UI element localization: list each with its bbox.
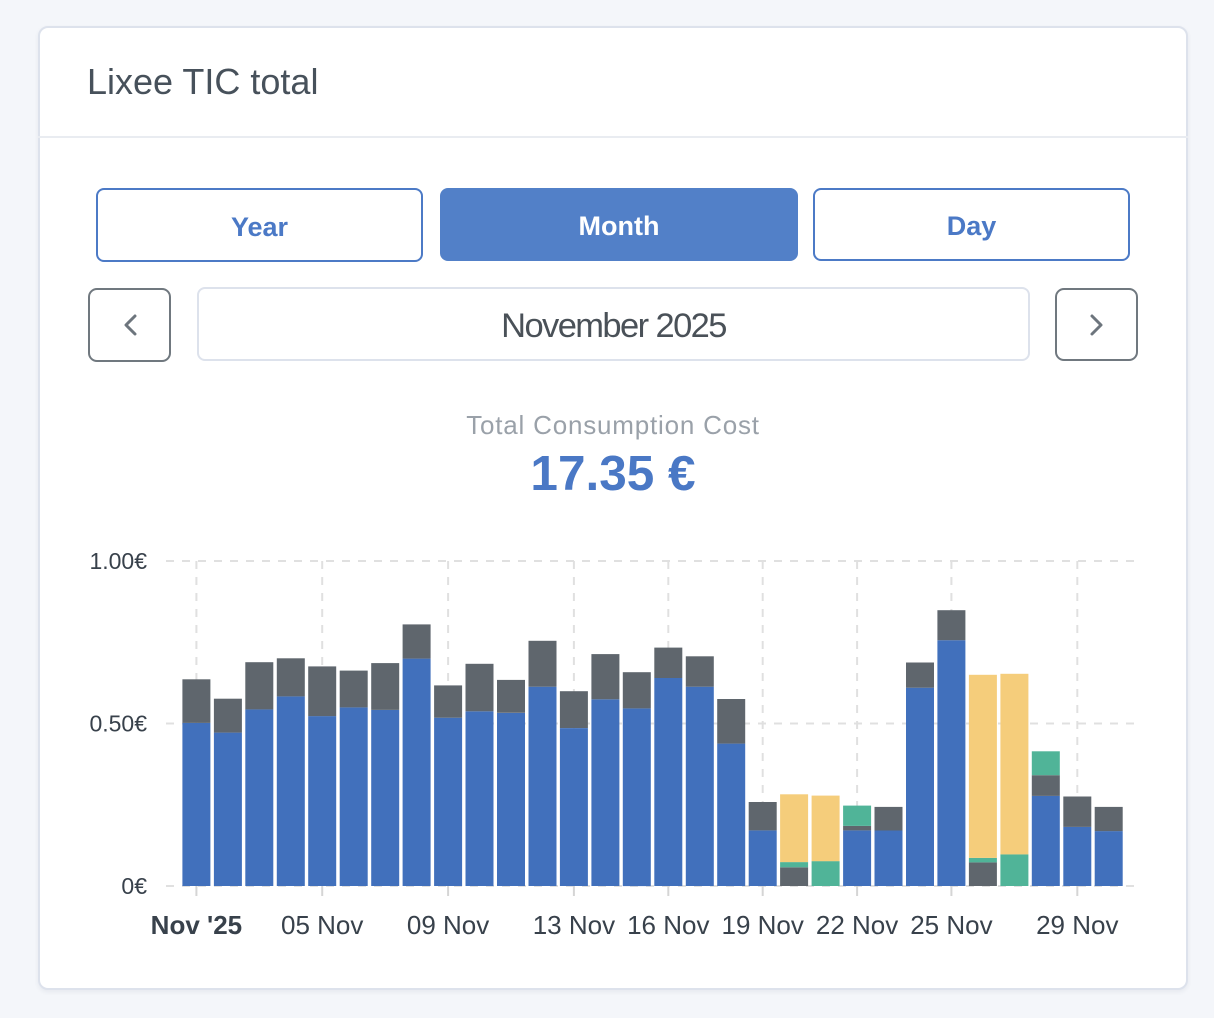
svg-text:05 Nov: 05 Nov xyxy=(281,910,363,940)
svg-text:0.50€: 0.50€ xyxy=(89,711,147,737)
svg-text:1.00€: 1.00€ xyxy=(89,548,147,574)
svg-text:0€: 0€ xyxy=(121,873,147,899)
svg-text:25 Nov: 25 Nov xyxy=(910,910,992,940)
svg-text:Nov '25: Nov '25 xyxy=(151,910,242,940)
svg-text:29 Nov: 29 Nov xyxy=(1036,910,1118,940)
svg-text:16 Nov: 16 Nov xyxy=(627,910,709,940)
svg-text:09 Nov: 09 Nov xyxy=(407,910,489,940)
svg-text:19 Nov: 19 Nov xyxy=(722,910,804,940)
svg-text:13 Nov: 13 Nov xyxy=(533,910,615,940)
svg-text:22 Nov: 22 Nov xyxy=(816,910,898,940)
